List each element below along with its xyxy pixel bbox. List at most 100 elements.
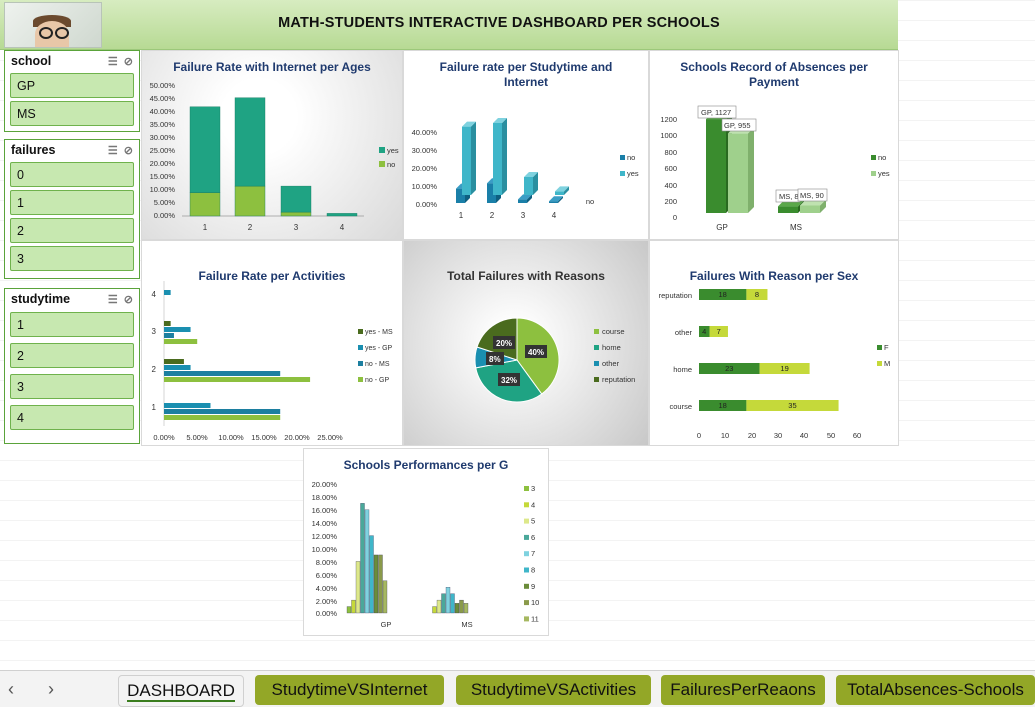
multi-select-icon[interactable]: ☰: [107, 144, 118, 157]
slicer-item-1[interactable]: 1: [10, 312, 134, 337]
x-tick: 4: [552, 211, 557, 220]
y-tick: 3: [152, 327, 157, 336]
legend-label: no - MS: [365, 361, 390, 368]
legend-label: yes: [878, 169, 890, 178]
chart-absences-payment[interactable]: Schools Record of Absences per Payment 1…: [649, 50, 899, 240]
slicer-item-3[interactable]: 3: [10, 246, 134, 271]
bar-G6-GP: [360, 503, 365, 614]
legend-swatch: [358, 329, 363, 334]
x-tick: 1: [203, 223, 208, 232]
data-label: 18: [719, 401, 727, 410]
bar-yes - MS-2: [164, 359, 184, 364]
y-tick: 2: [152, 365, 157, 374]
legend-swatch: [594, 377, 599, 382]
legend-swatch: [524, 518, 529, 524]
clear-filter-icon[interactable]: ⊘: [123, 55, 133, 68]
slicer-item-MS[interactable]: MS: [10, 101, 134, 126]
chart-title: Failures With Reason per Sex: [689, 269, 859, 283]
scroll-right-icon[interactable]: ›: [48, 679, 54, 699]
data-label: 7: [717, 327, 721, 336]
slice-label: 20%: [496, 339, 512, 348]
slicer-item-3[interactable]: 3: [10, 374, 134, 399]
clear-filter-icon[interactable]: ⊘: [123, 144, 133, 157]
y-tick: 15.00%: [150, 172, 176, 181]
chart-title: Failure rate per Studytime and Internet: [439, 60, 613, 89]
x-tick: 20: [748, 431, 756, 440]
x-tick: 60: [853, 431, 861, 440]
slice-label: 32%: [501, 376, 517, 385]
data-label: MS, 90: [800, 191, 824, 200]
tab-studytime-vs-activities[interactable]: StudytimeVSActivities: [456, 675, 651, 705]
x-tick: 25.00%: [317, 433, 343, 442]
dashboard-banner: MATH-STUDENTS INTERACTIVE DASHBOARD PER …: [0, 0, 898, 50]
bar-F-course: [699, 400, 747, 411]
chart-failure-internet-ages[interactable]: Failure Rate with Internet per Ages 50.0…: [141, 50, 403, 240]
x-tick: 50: [827, 431, 835, 440]
chart-schools-performance-g[interactable]: Schools Performances per G 20.00% 18.00%…: [303, 448, 549, 636]
bar-G11-MS: [463, 603, 469, 614]
x-tick: MS: [790, 223, 802, 232]
x-tick: 10: [721, 431, 729, 440]
clear-filter-icon[interactable]: ⊘: [123, 293, 133, 306]
tab-total-absences-schools[interactable]: TotalAbsences-Schools: [836, 675, 1035, 705]
student-logo-image: [4, 2, 102, 48]
slicer-item-GP[interactable]: GP: [10, 73, 134, 98]
data-label: 19: [780, 364, 788, 373]
slicer-item-0[interactable]: 0: [10, 162, 134, 187]
legend-label: reputation: [602, 375, 635, 384]
y-tick: 0.00%: [316, 609, 338, 618]
x-tick: 15.00%: [251, 433, 277, 442]
y-tick: home: [673, 365, 692, 374]
scroll-left-icon[interactable]: ‹: [8, 679, 14, 699]
data-label: 8: [755, 290, 759, 299]
chart-title: Schools Performances per G: [343, 458, 509, 472]
y-tick: course: [669, 402, 692, 411]
slicer-title: failures: [11, 143, 56, 157]
multi-select-icon[interactable]: ☰: [107, 293, 118, 306]
y-tick: 0.00%: [154, 211, 176, 220]
slicer-failures[interactable]: failures ☰ ⊘ 0 1 2 3: [4, 139, 140, 279]
x-tick: 2: [248, 223, 253, 232]
slicer-item-2[interactable]: 2: [10, 343, 134, 368]
y-tick: 10.00%: [150, 185, 176, 194]
x-tick: 10.00%: [218, 433, 244, 442]
y-tick: 12.00%: [312, 532, 338, 541]
bar-F-reputation: [699, 289, 747, 300]
legend-swatch: [524, 600, 529, 606]
bar-yes - GP-3: [164, 327, 191, 332]
chart-failures-reason-sex[interactable]: Failures With Reason per Sex reputation …: [649, 240, 899, 446]
bar-yes-3: [524, 172, 538, 195]
slicer-school[interactable]: school ☰ ⊘ GP MS: [4, 50, 140, 132]
tab-dashboard[interactable]: DASHBOARD: [118, 675, 244, 707]
tab-studytime-vs-internet[interactable]: StudytimeVSInternet: [255, 675, 444, 705]
legend-label: no: [627, 153, 635, 162]
slicer-item-1[interactable]: 1: [10, 190, 134, 215]
chart-failure-studytime-internet[interactable]: Failure rate per Studytime and Internet …: [403, 50, 649, 240]
data-label: 35: [788, 401, 796, 410]
slicer-studytime[interactable]: studytime ☰ ⊘ 1 2 3 4: [4, 288, 140, 444]
chart-failures-reasons-pie[interactable]: Total Failures with Reasons 40% 32% 8% 2…: [403, 240, 649, 446]
legend-swatch-yes: [871, 171, 876, 176]
multi-select-icon[interactable]: ☰: [107, 55, 118, 68]
chart-title: Failure Rate with Internet per Ages: [173, 60, 371, 74]
legend-swatch: [358, 377, 363, 382]
legend-swatch-yes: [379, 147, 385, 153]
data-label: GP, 1127: [701, 108, 731, 117]
slicer-item-4[interactable]: 4: [10, 405, 134, 430]
y-tick: 10.00%: [412, 182, 438, 191]
x-tick: MS: [461, 620, 472, 629]
bar-yes-1: [189, 106, 221, 193]
bar-yes-2: [234, 97, 266, 187]
y-tick: 2.00%: [316, 597, 338, 606]
tab-failures-per-reasons[interactable]: FailuresPerReaons: [661, 675, 825, 705]
chart-failure-activities[interactable]: Failure Rate per Activities 4 3 2 1 0.00…: [141, 240, 403, 446]
legend-label: yes: [627, 169, 639, 178]
slicer-item-2[interactable]: 2: [10, 218, 134, 243]
bar-yes - GP-4: [164, 290, 171, 295]
bar-yes-1: [462, 121, 476, 195]
legend-label: 9: [531, 582, 535, 591]
data-label: 4: [702, 327, 706, 336]
legend-label: 10: [531, 598, 539, 607]
data-label: 23: [725, 364, 733, 373]
legend-label: F: [884, 343, 889, 352]
